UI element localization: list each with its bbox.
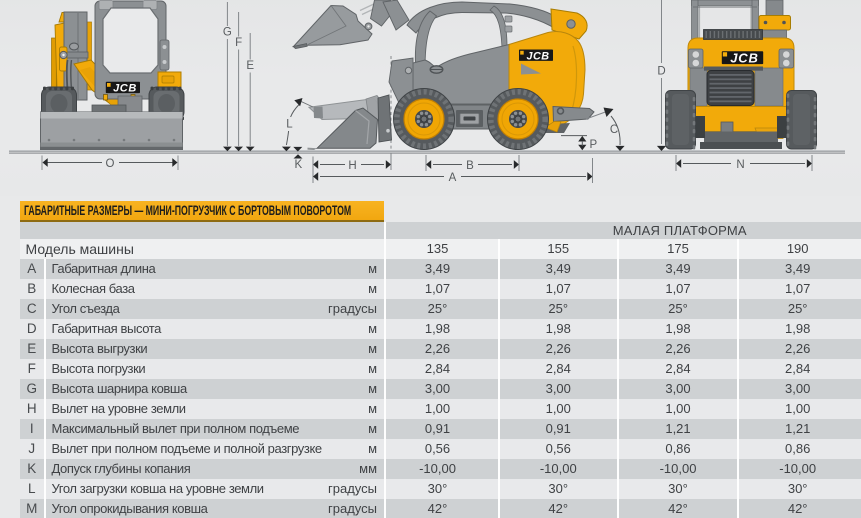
svg-text:K: K	[294, 159, 302, 171]
svg-text:P: P	[590, 139, 598, 151]
svg-text:D: D	[657, 66, 665, 78]
svg-text:B: B	[466, 160, 474, 172]
svg-text:A: A	[449, 172, 457, 184]
svg-text:JCB: JCB	[526, 50, 549, 62]
svg-text:O: O	[106, 158, 115, 170]
svg-text:N: N	[736, 159, 744, 171]
svg-text:F: F	[235, 37, 242, 49]
svg-text:H: H	[348, 160, 356, 172]
svg-text:L: L	[286, 119, 293, 131]
svg-text:G: G	[223, 27, 232, 39]
svg-text:JCB: JCB	[730, 51, 758, 66]
svg-text:JCB: JCB	[113, 82, 137, 94]
svg-text:C: C	[610, 124, 618, 136]
svg-text:E: E	[246, 60, 254, 72]
